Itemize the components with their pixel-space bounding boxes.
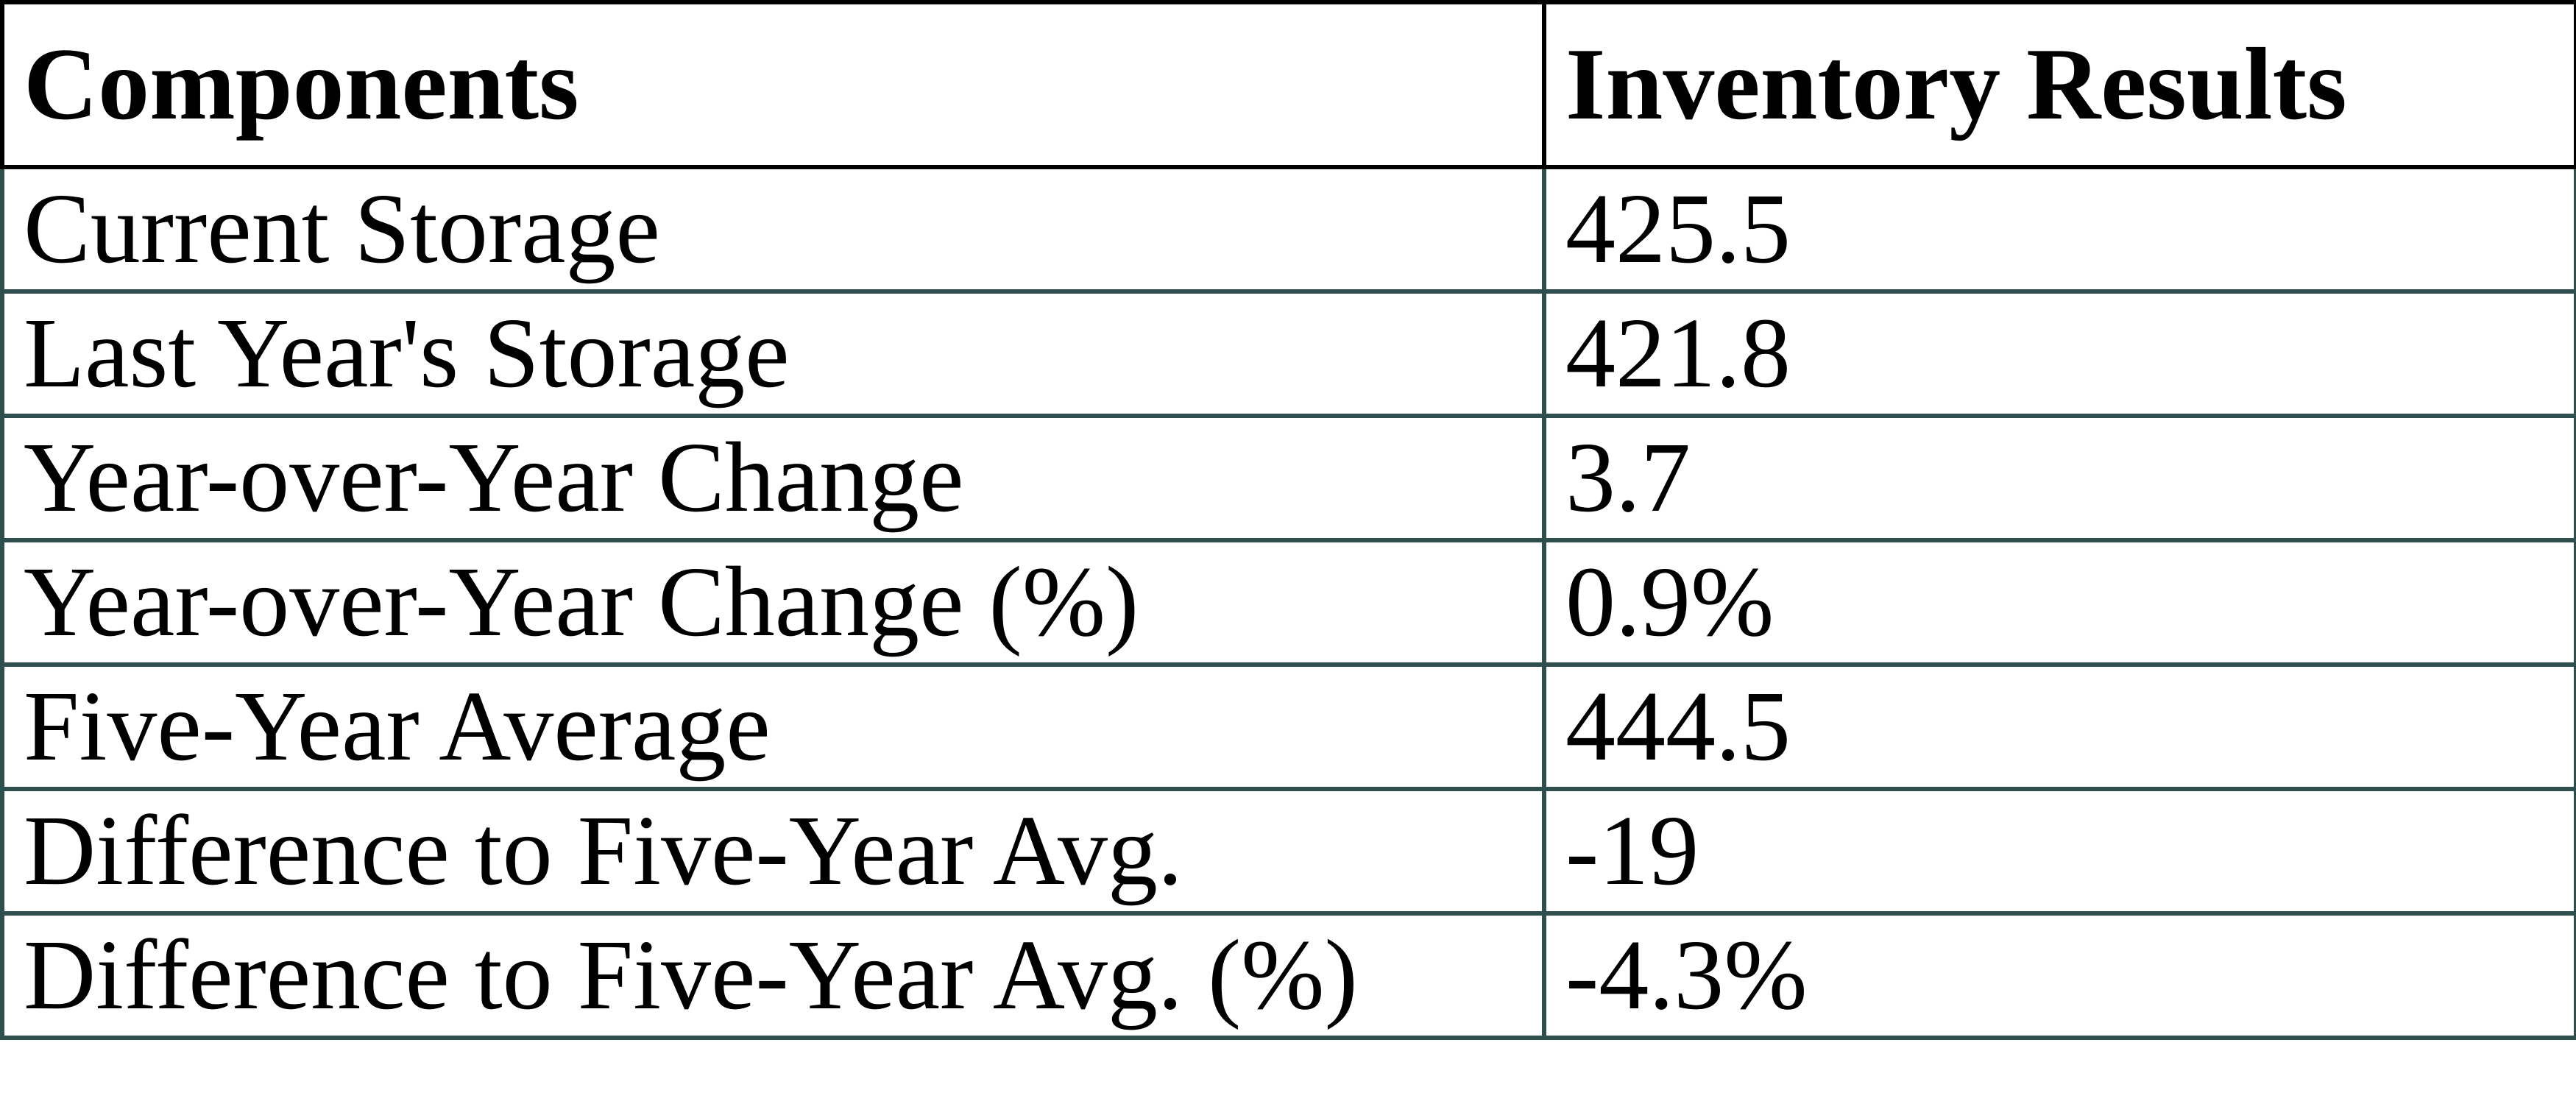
header-row: Components Inventory Results: [0, 0, 2576, 169]
row-value-yoy-change: 3.7: [1542, 414, 2576, 542]
row-value-yoy-change-pct: 0.9%: [1542, 538, 2576, 667]
row-label-five-year-average: Five-Year Average: [0, 662, 1546, 791]
table-row: Five-Year Average 444.5: [0, 662, 2576, 791]
row-label-yoy-change: Year-over-Year Change: [0, 414, 1546, 542]
table-row: Difference to Five-Year Avg. -19: [0, 787, 2576, 916]
table-row: Year-over-Year Change 3.7: [0, 414, 2576, 542]
row-label-diff-five-year-avg: Difference to Five-Year Avg.: [0, 787, 1546, 916]
column-header-inventory-results: Inventory Results: [1542, 0, 2576, 169]
row-value-five-year-average: 444.5: [1542, 662, 2576, 791]
column-header-components: Components: [0, 0, 1546, 169]
table-row: Difference to Five-Year Avg. (%) -4.3%: [0, 911, 2576, 1040]
row-value-diff-five-year-avg: -19: [1542, 787, 2576, 916]
row-label-diff-five-year-avg-pct: Difference to Five-Year Avg. (%): [0, 911, 1546, 1040]
table-row: Year-over-Year Change (%) 0.9%: [0, 538, 2576, 667]
row-value-last-years-storage: 421.8: [1542, 289, 2576, 418]
row-value-current-storage: 425.5: [1542, 165, 2576, 294]
row-value-diff-five-year-avg-pct: -4.3%: [1542, 911, 2576, 1040]
row-label-last-years-storage: Last Year's Storage: [0, 289, 1546, 418]
table-row: Current Storage 425.5: [0, 165, 2576, 294]
row-label-current-storage: Current Storage: [0, 165, 1546, 294]
row-label-yoy-change-pct: Year-over-Year Change (%): [0, 538, 1546, 667]
table-row: Last Year's Storage 421.8: [0, 289, 2576, 418]
inventory-results-table: Components Inventory Results Current Sto…: [0, 0, 2576, 1040]
